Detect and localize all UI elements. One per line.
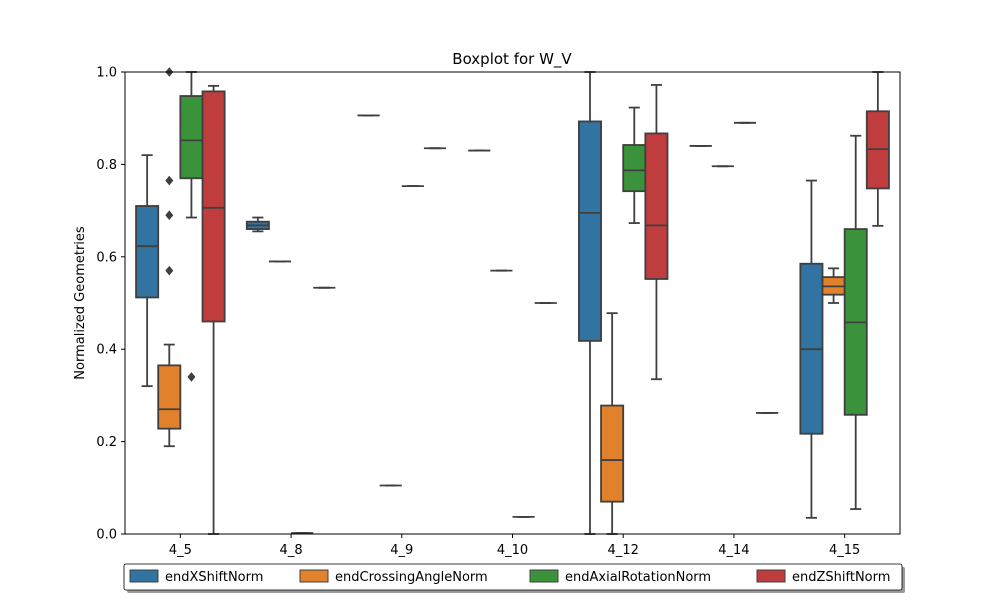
- legend-swatch: [129, 569, 159, 583]
- legend: endXShiftNorm endCrossingAngleNorm endAxia…: [123, 563, 905, 593]
- x-tick-label: 4_14: [718, 543, 749, 558]
- y-tick-label: 0.2: [96, 435, 117, 450]
- plot-area: [135, 67, 890, 535]
- box-iqr: [622, 144, 647, 193]
- box-iqr: [578, 120, 602, 342]
- x-tick-label: 4_8: [280, 543, 303, 558]
- box-iqr: [135, 205, 160, 299]
- box-endAxialRotationNorm-4_15: [843, 134, 868, 510]
- outlier-point: [165, 175, 174, 186]
- box-endZShiftNorm-4_12: [644, 84, 669, 381]
- legend-swatch: [756, 569, 786, 583]
- legend-label: endXShiftNorm: [165, 570, 263, 585]
- x-tick-label: 4_5: [169, 543, 192, 558]
- plot-frame: [124, 71, 901, 535]
- box-endZShiftNorm-4_15: [865, 71, 890, 227]
- box-endAxialRotationNorm-4_5: [179, 71, 204, 382]
- box-iqr: [201, 90, 226, 323]
- outlier-point: [165, 210, 174, 221]
- x-tick-label: 4_9: [390, 543, 413, 558]
- legend-label: endCrossingAngleNorm: [335, 570, 488, 585]
- legend-swatch: [299, 569, 329, 583]
- box-iqr: [600, 404, 625, 503]
- legend-label: endAxialRotationNorm: [565, 570, 711, 585]
- box-endXShiftNorm-4_15: [799, 179, 824, 519]
- box-endCrossingAngleNorm-4_5: [157, 67, 182, 448]
- legend-swatch: [529, 569, 559, 583]
- legend-label: endZShiftNorm: [792, 570, 890, 585]
- box-endXShiftNorm-4_12: [578, 71, 602, 535]
- box-endXShiftNorm-4_5: [135, 154, 160, 388]
- y-axis-label: Normalized Geometries: [73, 226, 88, 380]
- y-axis: 0.0 0.2 0.4 0.6 0.8 1.0: [96, 66, 125, 543]
- outlier-point: [187, 372, 196, 382]
- chart-title: Boxplot for W_V: [452, 50, 572, 69]
- y-tick-label: 0.8: [96, 158, 117, 173]
- box-endCrossingAngleNorm-4_12: [600, 312, 625, 535]
- x-tick-label: 4_15: [829, 543, 860, 558]
- y-tick-label: 0.6: [96, 250, 117, 265]
- y-tick-label: 0.4: [96, 343, 117, 358]
- x-tick-label: 4_12: [608, 543, 639, 558]
- x-axis: 4_5 4_8 4_9 4_10 4_12 4_14 4_15: [169, 534, 860, 558]
- box-endCrossingAngleNorm-4_15: [821, 267, 846, 304]
- y-tick-label: 0.0: [96, 528, 117, 543]
- box-iqr: [157, 364, 182, 430]
- box-endXShiftNorm-4_8: [245, 216, 270, 233]
- box-endAxialRotationNorm-4_12: [622, 106, 647, 224]
- box-iqr: [644, 132, 669, 280]
- box-iqr: [179, 95, 204, 180]
- x-tick-label: 4_10: [497, 543, 528, 558]
- box-endZShiftNorm-4_5: [201, 84, 226, 535]
- outlier-point: [165, 265, 174, 276]
- y-tick-label: 1.0: [96, 66, 117, 81]
